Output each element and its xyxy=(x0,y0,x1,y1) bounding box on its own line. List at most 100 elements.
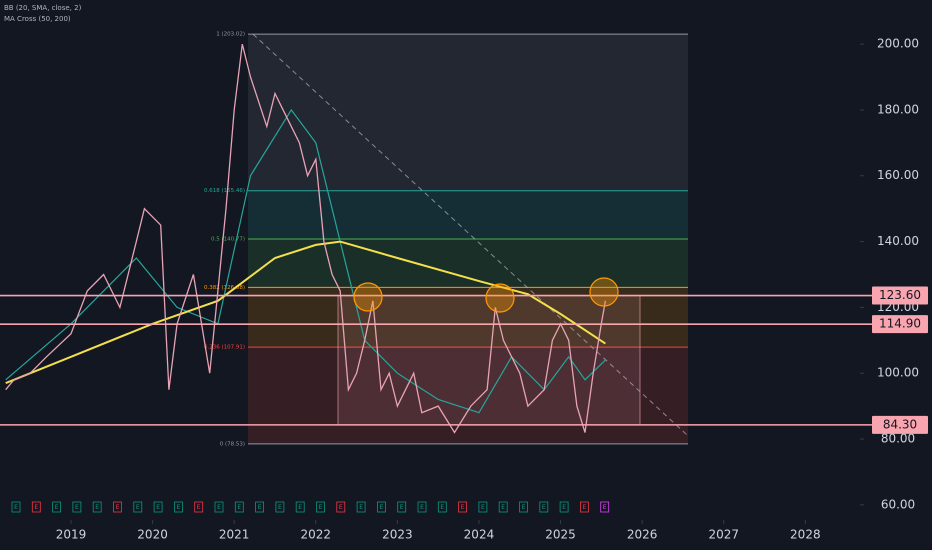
event-label: E xyxy=(420,504,424,511)
event-label: E xyxy=(55,504,59,511)
fib-label: 0.382 (126.08) xyxy=(204,285,245,291)
fib-label: 0 (78.53) xyxy=(220,441,245,447)
event-marker xyxy=(478,501,488,513)
y-tick-label: 100.00 xyxy=(877,366,919,380)
event-marker xyxy=(133,501,143,513)
event-label: E xyxy=(75,504,79,511)
y-tick-label: 160.00 xyxy=(877,168,919,182)
event-label: E xyxy=(440,504,444,511)
moving-average xyxy=(5,240,606,385)
event-label: E xyxy=(258,504,262,511)
x-tick-label: 2022 xyxy=(300,528,331,542)
fib-label: 0.618 (155.46) xyxy=(204,188,245,194)
event-label: E xyxy=(136,504,140,511)
event-marker xyxy=(458,501,468,513)
y-tick-label: 200.00 xyxy=(877,37,919,51)
event-label: E xyxy=(501,504,505,511)
event-marker xyxy=(519,501,528,513)
x-tick-label: 2023 xyxy=(382,528,413,542)
moving-average xyxy=(5,108,606,414)
event-marker xyxy=(437,501,447,513)
fib-label: 0.5 (140.77) xyxy=(211,237,245,243)
y-tick-label: 180.00 xyxy=(877,102,919,116)
level-badge xyxy=(872,315,928,334)
level-label: 123.60 xyxy=(879,288,921,302)
fib-zone xyxy=(248,287,688,348)
x-tick-label: 2021 xyxy=(219,528,250,542)
event-marker xyxy=(356,501,366,513)
event-marker xyxy=(153,501,163,513)
fib-zone xyxy=(248,239,688,288)
fib-zone xyxy=(248,34,688,191)
fib-zone xyxy=(248,347,688,444)
event-label: E xyxy=(339,504,343,511)
y-tick-label: 60.00 xyxy=(881,497,915,511)
event-label: E xyxy=(562,504,566,511)
event-label: E xyxy=(197,504,201,511)
event-marker xyxy=(600,501,610,513)
x-tick-label: 2025 xyxy=(545,528,576,542)
fib-label: 1 (203.02) xyxy=(216,32,245,38)
event-marker xyxy=(498,501,508,513)
x-tick-label: 2019 xyxy=(56,528,87,542)
event-marker xyxy=(275,501,285,513)
event-marker xyxy=(234,501,244,513)
event-label: E xyxy=(278,504,282,511)
event-marker xyxy=(539,501,549,513)
event-label: E xyxy=(542,504,546,511)
event-label: E xyxy=(380,504,384,511)
event-label: E xyxy=(319,504,323,511)
event-label: E xyxy=(237,504,241,511)
event-label: E xyxy=(400,504,404,511)
highlight-circle xyxy=(485,283,515,313)
event-marker xyxy=(255,501,265,513)
event-marker xyxy=(11,501,21,513)
price-line xyxy=(5,43,607,434)
event-label: E xyxy=(359,504,363,511)
event-marker xyxy=(52,501,61,513)
event-marker xyxy=(194,501,204,513)
event-marker xyxy=(559,501,569,513)
fib-label: 0.236 (107.91) xyxy=(204,345,245,351)
indicator-label: BB (20, SMA, close, 2) xyxy=(4,4,82,12)
event-label: E xyxy=(481,504,485,511)
x-tick-label: 2026 xyxy=(627,528,658,542)
level-label: 84.30 xyxy=(883,417,917,431)
fib-zone xyxy=(248,190,688,240)
event-label: E xyxy=(95,504,99,511)
event-marker xyxy=(417,501,427,513)
event-label: E xyxy=(298,504,302,511)
y-tick-label: 80.00 xyxy=(881,432,915,446)
level-badge xyxy=(872,415,928,434)
event-marker xyxy=(113,501,122,513)
indicator-label: MA Cross (50, 200) xyxy=(4,15,71,23)
event-marker xyxy=(316,501,325,513)
event-marker xyxy=(173,501,183,513)
event-label: E xyxy=(177,504,181,511)
event-marker xyxy=(580,501,589,513)
event-label: E xyxy=(14,504,18,511)
event-marker xyxy=(397,501,407,513)
event-label: E xyxy=(217,504,221,511)
event-marker xyxy=(376,501,386,513)
y-tick-label: 140.00 xyxy=(877,234,919,248)
event-label: E xyxy=(461,504,465,511)
event-marker xyxy=(214,501,224,513)
event-label: E xyxy=(603,504,607,511)
event-label: E xyxy=(116,504,120,511)
event-label: E xyxy=(34,504,38,511)
event-marker xyxy=(92,501,102,513)
x-tick-label: 2027 xyxy=(708,528,739,542)
level-badge xyxy=(872,286,928,305)
event-marker xyxy=(295,501,305,513)
x-tick-label: 2024 xyxy=(464,528,495,542)
event-label: E xyxy=(522,504,526,511)
highlight-circle xyxy=(353,282,383,312)
event-marker xyxy=(336,501,346,513)
event-label: E xyxy=(583,504,587,511)
event-label: E xyxy=(156,504,160,511)
x-tick-label: 2028 xyxy=(790,528,821,542)
level-label: 114.90 xyxy=(879,317,921,331)
